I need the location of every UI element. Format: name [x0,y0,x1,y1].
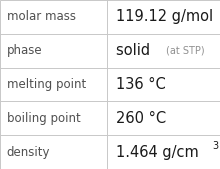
Text: (at STP): (at STP) [166,46,205,56]
Text: density: density [7,146,50,159]
Text: melting point: melting point [7,78,86,91]
Text: 119.12 g/mol: 119.12 g/mol [116,9,213,24]
Text: 3: 3 [212,141,218,151]
Text: boiling point: boiling point [7,112,80,125]
Text: 1.464 g/cm: 1.464 g/cm [116,145,198,160]
Text: molar mass: molar mass [7,10,76,23]
Text: 260 °C: 260 °C [116,111,166,126]
Text: phase: phase [7,44,42,57]
Text: 136 °C: 136 °C [116,77,165,92]
Text: solid: solid [116,43,159,58]
